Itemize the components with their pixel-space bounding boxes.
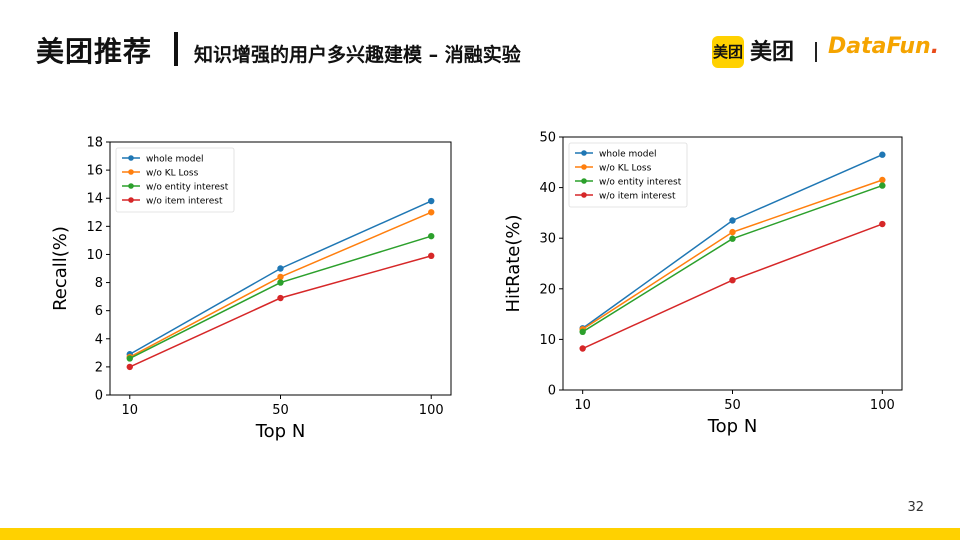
data-point <box>879 220 886 228</box>
data-point <box>879 182 886 189</box>
y-tick-label: 18 <box>86 136 103 151</box>
datafun-logo-dot: . <box>930 34 940 59</box>
y-tick-label: 14 <box>86 192 103 207</box>
x-tick-label: 100 <box>870 398 895 413</box>
slide-brand-title: 美团推荐 <box>36 35 153 68</box>
x-axis-label: Top N <box>255 421 306 442</box>
data-point <box>277 265 284 272</box>
data-point <box>126 355 133 362</box>
legend-marker <box>581 178 587 184</box>
legend-label: w/o KL Loss <box>146 169 199 179</box>
x-axis-label: Top N <box>707 416 758 437</box>
x-tick-label: 50 <box>272 403 289 418</box>
slide-subtitle: 知识增强的用户多兴趣建模 – 消融实验 <box>194 44 521 66</box>
data-point <box>879 176 886 184</box>
series-line <box>129 255 432 368</box>
y-tick-label: 2 <box>95 360 103 375</box>
logo-divider <box>815 42 817 62</box>
y-axis-label: HitRate(%) <box>503 214 524 312</box>
x-tick-label: 10 <box>122 403 139 418</box>
data-point <box>126 363 133 371</box>
y-tick-label: 40 <box>539 181 556 196</box>
legend-marker <box>581 150 587 156</box>
legend-label: w/o entity interest <box>599 178 682 188</box>
y-tick-label: 4 <box>95 332 103 347</box>
legend-marker <box>581 192 587 198</box>
x-tick-label: 10 <box>574 398 591 413</box>
legend-marker <box>128 197 134 203</box>
legend-label: w/o item interest <box>146 197 223 207</box>
legend-marker <box>581 164 587 170</box>
y-tick-label: 50 <box>539 131 556 146</box>
series-line <box>582 184 883 333</box>
y-tick-label: 30 <box>539 232 556 247</box>
legend-label: whole model <box>146 155 204 165</box>
meituan-logo-text: 美团 <box>750 40 795 65</box>
y-tick-label: 8 <box>95 276 103 291</box>
data-point <box>879 151 886 158</box>
series-line <box>582 223 883 350</box>
y-tick-label: 0 <box>95 389 103 404</box>
x-tick-label: 100 <box>419 403 444 418</box>
legend-marker <box>128 169 134 175</box>
data-point <box>428 232 435 240</box>
data-point <box>729 217 736 224</box>
legend-box <box>115 147 235 213</box>
meituan-logo-icon: 美团 <box>712 36 744 68</box>
datafun-logo: DataFun. <box>828 34 939 59</box>
slide-header: 美团推荐 知识增强的用户多兴趣建模 – 消融实验 美团 美团 DataFun. <box>0 0 960 90</box>
datafun-logo-text: DataFun <box>828 34 931 59</box>
y-tick-label: 10 <box>86 248 103 263</box>
y-axis-label: Recall(%) <box>50 226 71 311</box>
title-separator <box>174 32 178 66</box>
y-tick-label: 6 <box>95 304 103 319</box>
data-point <box>277 273 284 281</box>
data-point <box>428 252 435 260</box>
legend-label: whole model <box>599 150 657 160</box>
data-point <box>729 276 736 284</box>
hitrate-chart: 0 10 20 30 40 50 10 50 100 Top N HitRate(%) whole m… <box>503 131 903 437</box>
legend-marker <box>128 155 134 161</box>
data-point <box>428 209 435 216</box>
y-tick-label: 10 <box>539 333 556 348</box>
data-point <box>277 279 284 286</box>
y-tick-label: 20 <box>539 282 556 297</box>
data-point <box>428 197 435 205</box>
x-tick-label: 50 <box>724 398 741 413</box>
data-point <box>277 294 284 302</box>
legend-label: w/o KL Loss <box>599 164 652 174</box>
legend-label: w/o item interest <box>599 192 676 202</box>
footer-bar <box>0 528 960 540</box>
data-point <box>579 328 586 336</box>
data-point <box>729 228 736 236</box>
page-number: 32 <box>907 500 924 515</box>
y-tick-label: 0 <box>548 384 556 399</box>
recall-chart: 0 2 4 6 8 10 12 14 16 18 10 50 100 Top N Recall(%) whol… <box>50 136 452 442</box>
y-tick-label: 12 <box>86 220 103 235</box>
data-point <box>579 345 586 352</box>
y-tick-label: 16 <box>86 164 103 179</box>
legend-marker <box>128 183 134 189</box>
legend-label: w/o entity interest <box>146 183 229 193</box>
data-point <box>729 235 736 242</box>
legend-box <box>568 142 688 208</box>
